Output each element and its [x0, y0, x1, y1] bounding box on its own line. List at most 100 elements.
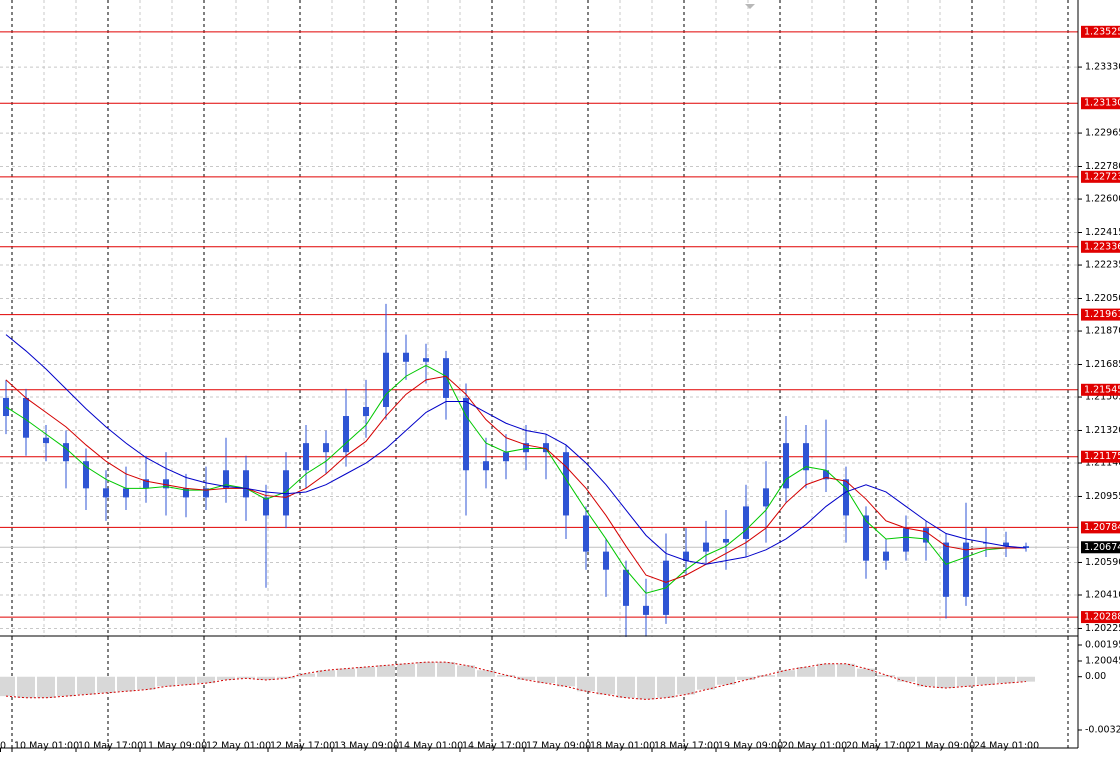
- candle-body: [183, 488, 189, 498]
- candle-body: [203, 488, 209, 498]
- candle-body: [843, 479, 849, 516]
- candle-body: [603, 551, 609, 570]
- candle-body: [803, 443, 809, 471]
- candle-body: [883, 551, 889, 561]
- y-tick-label: 1.21685: [1085, 359, 1120, 370]
- candle-body: [123, 488, 129, 498]
- level-label: 1.22723: [1084, 171, 1120, 182]
- x-tick-label: 20 May 17:00: [846, 741, 911, 752]
- candle-body: [463, 397, 469, 471]
- candle-body: [1023, 546, 1029, 549]
- moving-average: [5, 375, 1026, 583]
- y-tick-label: 1.22600: [1085, 194, 1120, 205]
- current-price-label: 1.20674: [1084, 542, 1120, 553]
- candle-body: [63, 443, 69, 462]
- candle-body: [323, 443, 329, 453]
- price-layer: [0, 31, 1078, 643]
- candle-body: [783, 443, 789, 489]
- candle-body: [543, 443, 549, 453]
- level-tag: [1081, 383, 1120, 396]
- osc-tick-label: 0.00: [1085, 671, 1106, 682]
- candle-body: [443, 358, 449, 398]
- candle-body: [563, 452, 569, 516]
- candle-body: [423, 358, 429, 362]
- candle-body: [963, 542, 969, 597]
- level-label: 1.21961: [1084, 309, 1120, 320]
- scroll-marker: [745, 4, 755, 9]
- y-tick-label: 1.22235: [1085, 260, 1120, 271]
- y-tick-label: 1.23330: [1085, 62, 1120, 73]
- candle-body: [83, 461, 89, 489]
- y-tick-label: 1.22780: [1085, 161, 1120, 172]
- x-tick-label: 19 May 09:00: [718, 741, 783, 752]
- x-tick-label: 14 May 01:00: [398, 741, 463, 752]
- level-label: 1.20784: [1084, 522, 1120, 533]
- candle-body: [103, 488, 109, 498]
- y-tick-label: 1.20410: [1085, 590, 1120, 601]
- level-tag: [1081, 611, 1120, 624]
- y-tick-label: 1.22965: [1085, 128, 1120, 139]
- candle-body: [583, 515, 589, 552]
- x-tick-label: 0: [0, 741, 6, 752]
- level-label: 1.20288: [1084, 612, 1120, 623]
- candle-body: [823, 470, 829, 480]
- candle-body: [683, 551, 689, 561]
- x-tick-label: 10 May 01:00: [14, 741, 79, 752]
- osc-tick-label: -0.00329: [1085, 725, 1120, 736]
- x-tick-label: 11 May 09:00: [142, 741, 207, 752]
- x-tick-label: 13 May 09:00: [334, 741, 399, 752]
- candle-body: [383, 352, 389, 407]
- x-tick-label: 14 May 17:00: [462, 741, 527, 752]
- oscillator-layer: [0, 635, 1120, 748]
- y-tick-label: 1.21140: [1085, 458, 1120, 469]
- level-label: 1.22336: [1084, 241, 1120, 252]
- moving-average: [5, 364, 1026, 594]
- candle-body: [343, 416, 349, 453]
- candle-body: [403, 352, 409, 362]
- y-tick-label: 1.22415: [1085, 227, 1120, 238]
- level-tag: [1081, 170, 1120, 183]
- x-tick-label: 24 May 01:00: [974, 741, 1039, 752]
- candle-body: [643, 605, 649, 615]
- candle-body: [863, 515, 869, 561]
- level-label: 1.23525: [1084, 26, 1120, 37]
- level-label: 1.21175: [1084, 451, 1120, 462]
- candle-body: [763, 488, 769, 507]
- candle-body: [303, 443, 309, 471]
- x-tick-label: 17 May 09:00: [526, 741, 591, 752]
- y-tick-label: 1.20590: [1085, 557, 1120, 568]
- candle-body: [923, 528, 929, 543]
- level-tag: [1081, 97, 1120, 110]
- level-tag: [1081, 240, 1120, 253]
- candle-body: [163, 479, 169, 489]
- subpanel-bg: [0, 637, 1078, 748]
- x-tick-label: 18 May 17:00: [654, 741, 719, 752]
- candle-body: [483, 461, 489, 471]
- level-label: 1.21545: [1084, 384, 1120, 395]
- candle-body: [363, 406, 369, 417]
- y-tick-label: 1.22050: [1085, 293, 1120, 304]
- y-tick-label: 1.21870: [1085, 326, 1120, 337]
- axis-bg: [1078, 0, 1120, 758]
- x-tick-label: 12 May 01:00: [206, 741, 271, 752]
- price-tag: [1081, 541, 1120, 554]
- osc-signal: [5, 661, 1027, 700]
- candle-body: [283, 470, 289, 516]
- x-tick-label: 20 May 01:00: [782, 741, 847, 752]
- candle-body: [1003, 542, 1009, 547]
- candle-body: [943, 542, 949, 597]
- level-tag: [1081, 521, 1120, 534]
- candle-body: [223, 470, 229, 489]
- level-tag: [1081, 450, 1120, 463]
- candle-body: [43, 437, 49, 444]
- osc-tick-label: 0.001957: [1085, 640, 1120, 651]
- candle-body: [263, 497, 269, 516]
- y-tick-label: 1.20045: [1085, 656, 1120, 667]
- candle-body: [243, 470, 249, 498]
- x-tick-label: 10 May 17:00: [78, 741, 143, 752]
- candle-body: [23, 397, 29, 438]
- candle-body: [903, 528, 909, 552]
